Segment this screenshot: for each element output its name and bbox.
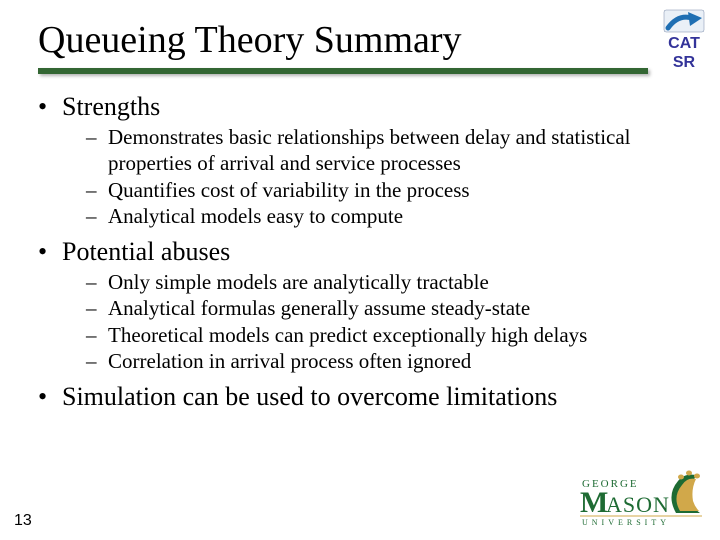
list-item: –Analytical models easy to compute xyxy=(86,203,690,229)
bullet-icon: • xyxy=(38,382,62,412)
gmu-logo: GEORGE M ASON UNIVERSITY xyxy=(576,467,706,532)
list-item: –Analytical formulas generally assume st… xyxy=(86,295,690,321)
list-item: • Simulation can be used to overcome lim… xyxy=(38,382,690,412)
dash-icon: – xyxy=(86,295,108,321)
title-underline xyxy=(38,68,648,74)
sub-bullet: Analytical models easy to compute xyxy=(108,203,403,229)
list-item: –Only simple models are analytically tra… xyxy=(86,269,690,295)
gmu-logo-icon: GEORGE M ASON UNIVERSITY xyxy=(576,467,706,527)
slide-number: 13 xyxy=(14,512,32,530)
slide-title: Queueing Theory Summary xyxy=(38,18,700,62)
sub-bullet: Correlation in arrival process often ign… xyxy=(108,348,471,374)
cat-text-2: SR xyxy=(662,55,706,72)
list-item: • Strengths –Demonstrates basic relation… xyxy=(38,92,690,229)
slide: Queueing Theory Summary CAT SR • Strengt… xyxy=(0,0,720,540)
gmu-text-bottom: UNIVERSITY xyxy=(582,518,670,527)
cat-sr-logo: CAT SR xyxy=(662,8,706,72)
arrow-icon xyxy=(662,8,706,34)
bullet-icon: • xyxy=(38,237,62,267)
bullet-icon: • xyxy=(38,92,62,122)
dash-icon: – xyxy=(86,269,108,295)
list-item: • Potential abuses –Only simple models a… xyxy=(38,237,690,374)
list-item: –Demonstrates basic relationships betwee… xyxy=(86,124,690,177)
bullet-label: Strengths xyxy=(62,92,160,122)
sub-bullet: Only simple models are analytically trac… xyxy=(108,269,489,295)
sub-bullet: Quantifies cost of variability in the pr… xyxy=(108,177,470,203)
dash-icon: – xyxy=(86,177,108,203)
dash-icon: – xyxy=(86,124,108,150)
dash-icon: – xyxy=(86,348,108,374)
list-item: –Correlation in arrival process often ig… xyxy=(86,348,690,374)
sub-bullet: Theoretical models can predict exception… xyxy=(108,322,587,348)
sub-bullet: Analytical formulas generally assume ste… xyxy=(108,295,530,321)
bullet-list: • Strengths –Demonstrates basic relation… xyxy=(38,92,690,412)
sub-bullet: Demonstrates basic relationships between… xyxy=(108,124,690,177)
list-item: –Theoretical models can predict exceptio… xyxy=(86,322,690,348)
cat-text-1: CAT xyxy=(662,36,706,53)
dash-icon: – xyxy=(86,322,108,348)
bullet-label: Potential abuses xyxy=(62,237,230,267)
gmu-text-ason: ASON xyxy=(606,492,670,517)
bullet-label: Simulation can be used to overcome limit… xyxy=(62,382,557,412)
list-item: –Quantifies cost of variability in the p… xyxy=(86,177,690,203)
title-bar: Queueing Theory Summary xyxy=(38,18,700,74)
gmu-text-m: M xyxy=(580,486,608,519)
content-area: • Strengths –Demonstrates basic relation… xyxy=(38,92,690,416)
dash-icon: – xyxy=(86,203,108,229)
